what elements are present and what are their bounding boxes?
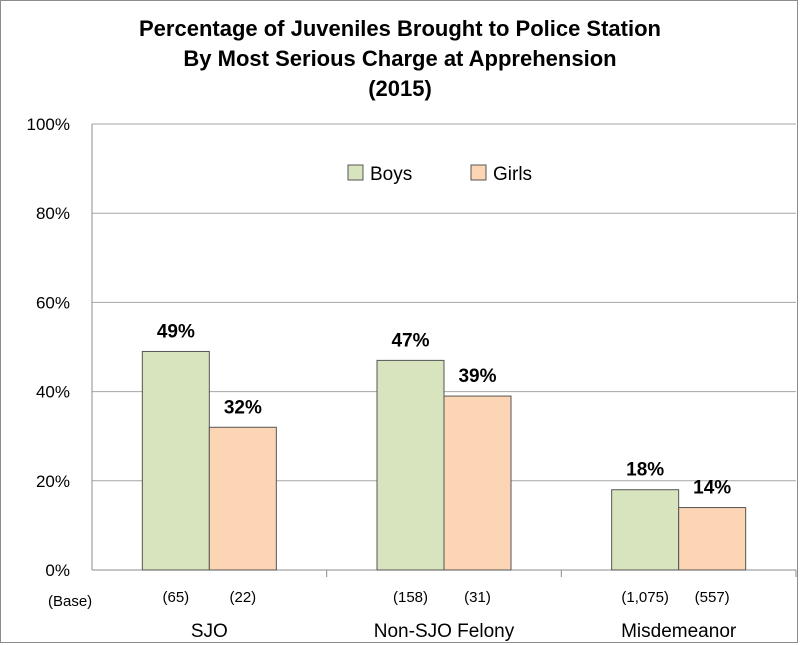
data-label: 49%: [157, 321, 195, 342]
legend-swatch-girls: [470, 164, 487, 181]
base-row-label: (Base): [48, 593, 92, 610]
y-tick-label: 40%: [36, 383, 70, 402]
base-count-label: (158): [393, 589, 428, 606]
legend-label: Girls: [493, 164, 532, 185]
category-label: Non-SJO Felony: [374, 621, 515, 642]
y-tick-label: 20%: [36, 472, 70, 491]
legend-swatch-boys: [347, 164, 364, 181]
data-label: 39%: [458, 366, 496, 387]
chart-title-line-2: By Most Serious Charge at Apprehension: [183, 46, 617, 71]
chart-title: Percentage of Juveniles Brought to Polic…: [0, 14, 800, 104]
legend-label: Boys: [370, 164, 412, 185]
data-label: 47%: [391, 330, 429, 351]
bar-girls: [443, 395, 512, 571]
chart-title-line-1: Percentage of Juveniles Brought to Polic…: [139, 16, 661, 41]
bar-girls: [678, 507, 747, 571]
base-count-label: (22): [229, 589, 256, 606]
base-count-label: (65): [162, 589, 189, 606]
category-label: Misdemeanor: [621, 621, 737, 642]
bar-girls: [208, 426, 277, 571]
data-label: 32%: [224, 397, 262, 418]
base-count-label: (31): [464, 589, 491, 606]
base-count-label: (557): [695, 589, 730, 606]
data-label: 18%: [626, 460, 664, 481]
bar-boys: [141, 350, 210, 571]
category-label: SJO: [191, 621, 228, 642]
bar-boys: [611, 489, 680, 571]
data-label: 14%: [693, 478, 731, 499]
y-tick-label: 80%: [36, 204, 70, 223]
base-count-label: (1,075): [621, 589, 669, 606]
y-tick-label: 60%: [36, 293, 70, 312]
chart-title-line-3: (2015): [368, 76, 432, 101]
y-tick-label: 0%: [45, 561, 70, 580]
bar-boys: [376, 359, 445, 571]
y-tick-label: 100%: [27, 115, 70, 134]
